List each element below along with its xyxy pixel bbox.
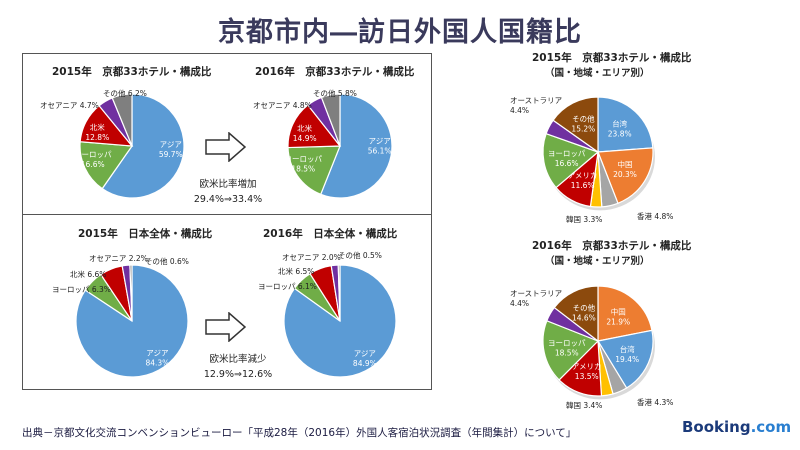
pie-slice-4-0 [597, 96, 654, 153]
europe-us-ratio-note-2: 欧米比率減少 12.9%⇒12.6% [190, 352, 286, 382]
pie-slice-2-4 [129, 264, 133, 322]
pie-label-2-1: ヨーロッパ 6.3% [52, 285, 111, 294]
pie-slice-5-7 [553, 285, 599, 343]
pie-slice-4-1 [597, 147, 654, 205]
pie-label-value-0-2: 12.8% [85, 133, 109, 142]
note-line: 欧米比率増加 [199, 179, 257, 190]
booking-logo: Booking.com [682, 418, 791, 436]
pie-label-3-1: ヨーロッパ 6.1% [258, 282, 317, 291]
pie-slice-3-4 [337, 264, 341, 322]
pie-label-name-0-1: ヨーロッパ [74, 150, 112, 159]
arrow-right-icon [205, 312, 247, 342]
source-citation: 出典－京都文化交流コンベンションビューロー「平成28年（2016年）外国人客宿泊… [22, 427, 577, 439]
pie-label-name-4-1: 中国 [617, 159, 632, 169]
pie-label-name-5-5: ヨーロッパ [548, 338, 586, 347]
pie-label-value-4-1: 20.3% [613, 170, 637, 179]
pie-label-3-4: その他 0.5% [338, 250, 382, 260]
logo-main: Booking [682, 418, 751, 436]
pie-slice-0-1 [79, 141, 134, 190]
pie-slice-0-4 [111, 93, 133, 147]
pie-label-3-2: 北米 6.5% [278, 266, 314, 276]
pie-label-name-0-2: 北米 [90, 122, 105, 132]
note-line: 29.4%⇒33.4% [193, 194, 263, 205]
pie-label-value-0-1: 16.6% [81, 160, 105, 169]
pie-slice-5-0 [597, 285, 653, 342]
pie-slice-4-7 [552, 96, 599, 154]
pie-label-value-5-7: 14.6% [572, 313, 596, 322]
pie-label-value-4-6: 4.4% [510, 106, 529, 115]
pie-label-name-0-0: アジア [160, 140, 182, 149]
pie-label-value-0-0: 59.7% [159, 150, 183, 159]
pie-label-value-5-4: 13.5% [575, 372, 599, 381]
chart-title-japan-2015: 2015年 日本全体・構成比 [78, 228, 213, 240]
chart-title-kyoto-2015: 2015年 京都33ホテル・構成比 [52, 66, 212, 78]
pie-label-value-5-5: 18.5% [555, 348, 579, 357]
pie-slice-5-1 [597, 329, 654, 389]
pie-label-value-4-0: 23.8% [608, 130, 632, 139]
pie-slice-1-2 [287, 104, 342, 149]
pie-label-name-5-4: アメリカ [572, 362, 602, 371]
logo-suffix: .com [750, 418, 792, 436]
pie-label-name-5-6: オーストラリア [510, 289, 562, 298]
chart-title-region-2015: 2015年 京都33ホテル・構成比 [532, 52, 692, 64]
chart-subtitle-region-2015: （国・地域・エリア別） [545, 68, 650, 79]
pie-label-value-3-0: 84.9% [353, 359, 377, 368]
pie-label-2-3: オセアニア 2.2% [89, 254, 148, 263]
pie-label-5-2: 香港 4.3% [637, 397, 673, 407]
pie-label-name-1-0: アジア [369, 137, 391, 146]
europe-us-ratio-note-1: 欧米比率増加 29.4%⇒33.4% [180, 177, 276, 207]
arrow-right-icon [205, 132, 247, 162]
pie-label-name-4-5: ヨーロッパ [548, 149, 586, 158]
pie-label-1-3: オセアニア 4.8% [253, 101, 312, 110]
note-line: 12.9%⇒12.6% [203, 369, 273, 380]
pie-label-0-3: オセアニア 4.7% [40, 101, 99, 110]
pie-label-1-4: その他 5.8% [313, 88, 357, 98]
pie-label-0-4: その他 6.2% [103, 88, 147, 98]
pie-label-value-1-0: 56.1% [368, 147, 392, 156]
chart-title-kyoto-2016: 2016年 京都33ホテル・構成比 [255, 66, 415, 78]
pie-label-name-5-7: その他 [573, 302, 596, 312]
pie-label-value-1-2: 14.9% [293, 134, 317, 143]
pie-slice-1-1 [287, 145, 341, 196]
pie-label-name-4-0: 台湾 [612, 119, 627, 129]
note-line: 欧米比率減少 [209, 354, 267, 365]
pie-label-value-2-0: 84.3% [145, 359, 169, 368]
pie-label-name-2-0: アジア [146, 349, 168, 358]
pie-label-value-4-5: 16.6% [555, 159, 579, 168]
pie-label-4-3: 韓国 3.3% [566, 214, 602, 224]
pie-slice-5-5 [542, 319, 600, 381]
pie-label-4-2: 香港 4.8% [637, 211, 673, 221]
pie-slice-1-4 [320, 93, 341, 147]
pie-label-name-1-1: ヨーロッパ [285, 154, 323, 163]
pie-label-value-4-4: 11.6% [571, 181, 595, 190]
pie-label-name-1-2: 北米 [297, 123, 312, 133]
pie-label-name-5-1: 台湾 [620, 344, 635, 354]
pie-label-2-4: その他 0.6% [145, 256, 189, 266]
pie-label-value-5-0: 21.9% [606, 317, 630, 326]
pie-label-value-5-1: 19.4% [615, 355, 639, 364]
pie-label-name-4-4: アメリカ [568, 171, 598, 180]
pie-slice-0-0 [101, 93, 185, 199]
pie-label-value-1-1: 18.5% [291, 164, 315, 173]
pie-label-5-3: 韓国 3.4% [566, 400, 602, 410]
pie-label-3-3: オセアニア 2.0% [282, 253, 341, 262]
pie-label-name-3-0: アジア [354, 349, 376, 358]
pie-label-name-5-0: 中国 [611, 306, 626, 316]
pie-slice-1-0 [319, 93, 393, 199]
pie-label-value-4-7: 15.2% [571, 125, 595, 134]
pie-label-2-2: 北米 6.6% [70, 269, 106, 279]
pie-label-value-5-6: 4.4% [510, 299, 529, 308]
chart-title-japan-2016: 2016年 日本全体・構成比 [263, 228, 398, 240]
chart-title-region-2016: 2016年 京都33ホテル・構成比 [532, 240, 692, 252]
page-title: 京都市内―訪日外国人国籍比 [218, 17, 582, 48]
pie-label-name-4-6: オーストラリア [510, 96, 562, 105]
chart-subtitle-region-2016: （国・地域・エリア別） [545, 256, 650, 267]
pie-label-name-4-7: その他 [572, 114, 595, 124]
